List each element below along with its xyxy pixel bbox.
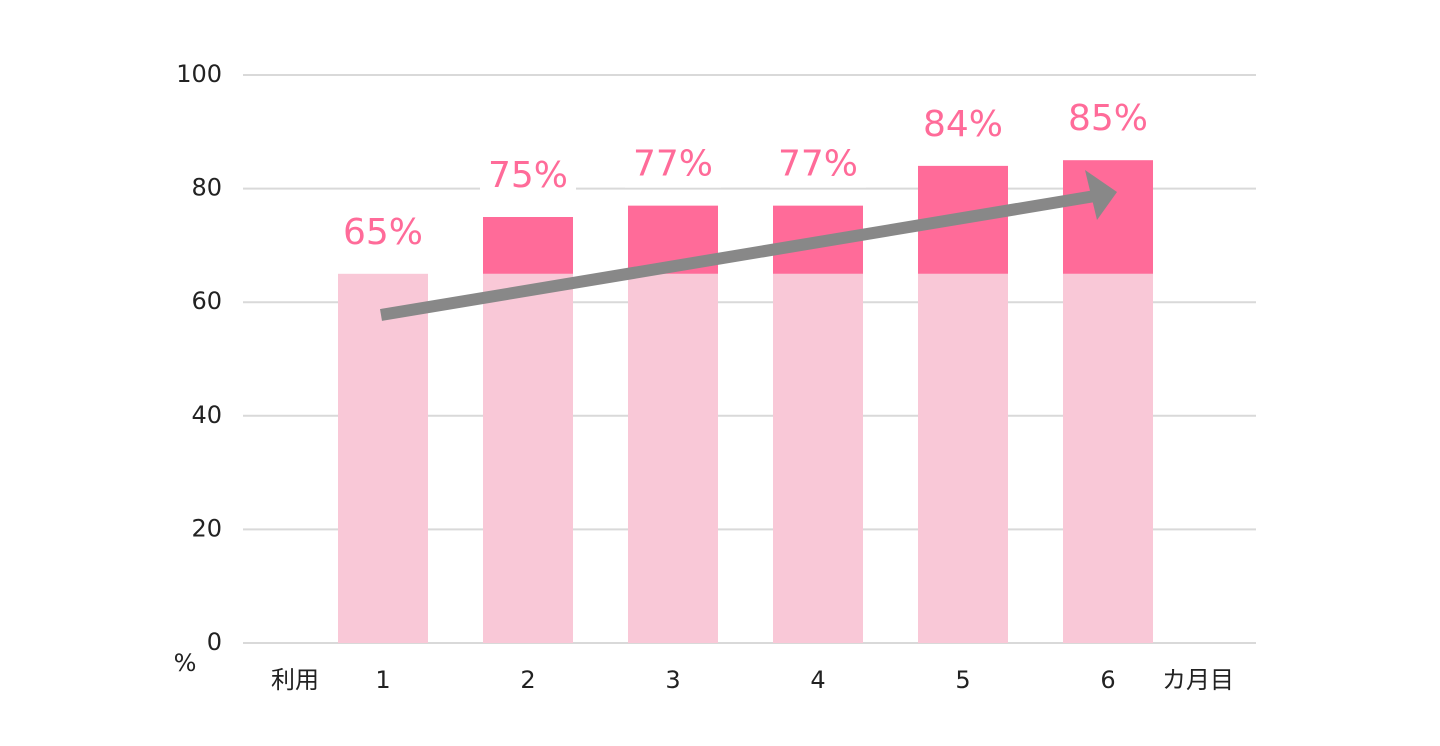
y-unit: % bbox=[174, 649, 197, 677]
x-tick-label: 5 bbox=[955, 666, 970, 694]
value-label: 77% bbox=[778, 144, 858, 185]
value-label: 65% bbox=[343, 212, 423, 253]
x-tick-label: 6 bbox=[1100, 666, 1115, 694]
y-tick-label: 0 bbox=[207, 628, 222, 656]
y-tick-label: 40 bbox=[191, 401, 222, 429]
y-tick-label: 100 bbox=[176, 60, 222, 88]
bar-segment bbox=[628, 273, 718, 643]
value-label: 85% bbox=[1068, 98, 1148, 139]
bar-segment bbox=[338, 273, 428, 643]
arrow-head bbox=[1085, 170, 1117, 220]
x-label-end: カ月目 bbox=[1162, 666, 1234, 694]
value-label: 84% bbox=[923, 104, 1003, 145]
x-tick-label: 3 bbox=[665, 666, 680, 694]
labels: 1 65% 2 75% 3 77% 4 77% 5 84% 6 85% bbox=[335, 98, 1156, 694]
label-background bbox=[915, 103, 1011, 148]
bar-segment bbox=[483, 217, 573, 274]
label-background bbox=[770, 143, 866, 188]
arrow-shaft bbox=[380, 190, 1096, 321]
bar-segment bbox=[918, 273, 1008, 643]
y-tick-label: 80 bbox=[191, 174, 222, 202]
y-tick-label: 60 bbox=[191, 287, 222, 315]
trend-arrow bbox=[380, 170, 1117, 321]
x-tick-label: 4 bbox=[810, 666, 825, 694]
label-background bbox=[335, 211, 431, 256]
bar-segment bbox=[1063, 273, 1153, 643]
x-tick-label: 2 bbox=[520, 666, 535, 694]
y-tick-label: 20 bbox=[191, 514, 222, 542]
x-tick-label: 1 bbox=[375, 666, 390, 694]
x-label-start: 利用 bbox=[271, 666, 319, 694]
bar-segment bbox=[483, 273, 573, 643]
bars bbox=[338, 160, 1153, 643]
label-background bbox=[480, 155, 576, 199]
bar-segment bbox=[773, 273, 863, 643]
label-background bbox=[625, 143, 721, 188]
bar-segment bbox=[1063, 160, 1153, 274]
value-label: 75% bbox=[488, 155, 568, 196]
label-background bbox=[1060, 98, 1156, 143]
value-label: 77% bbox=[633, 144, 713, 185]
